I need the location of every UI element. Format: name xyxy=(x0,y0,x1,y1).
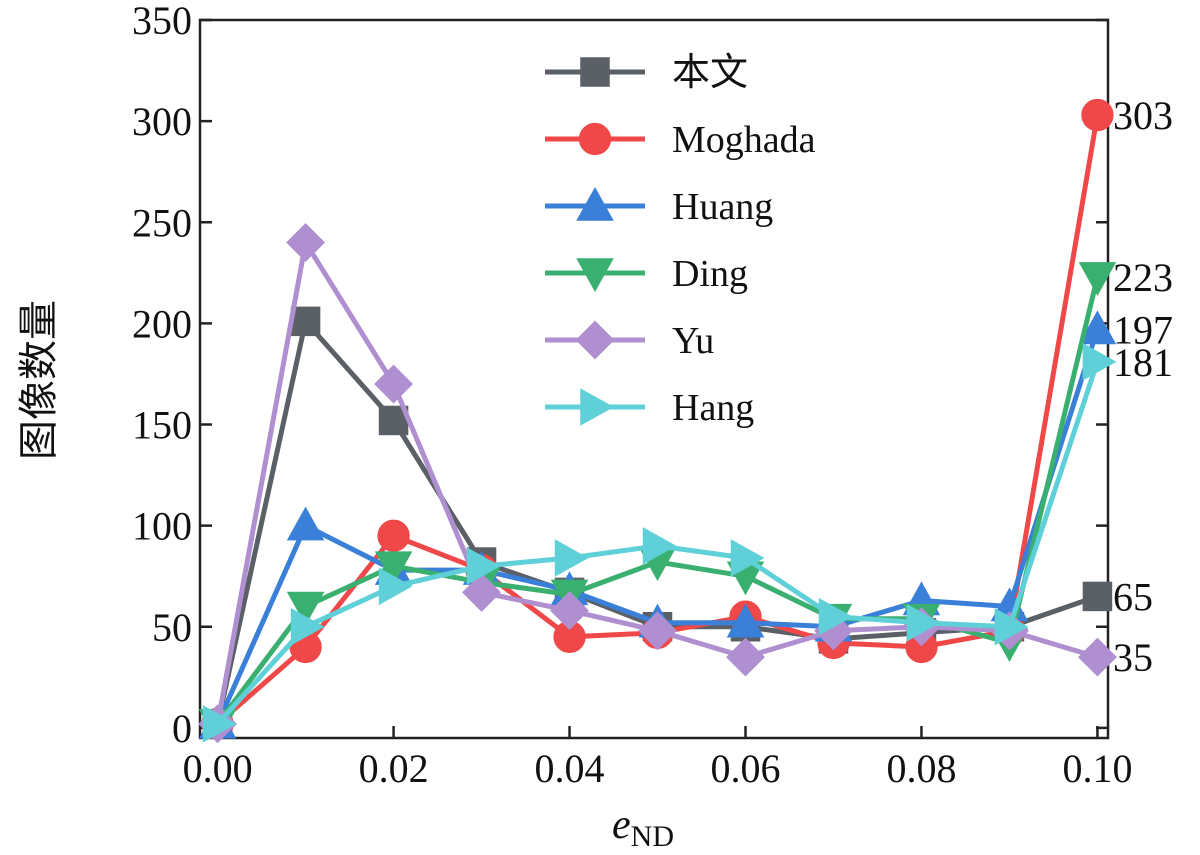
data-point xyxy=(638,611,677,651)
data-point xyxy=(994,607,1029,646)
data-point xyxy=(1082,343,1117,381)
y-tick-label: 200 xyxy=(132,301,192,346)
legend-marker xyxy=(576,258,614,293)
data-point xyxy=(374,551,413,586)
data-point xyxy=(286,591,325,626)
data-point xyxy=(1078,310,1117,345)
series-line xyxy=(215,240,1099,725)
x-tick-label: 0.04 xyxy=(535,746,605,791)
legend-marker xyxy=(580,57,610,87)
x-axis-label-main: e xyxy=(612,802,631,848)
legend-marker xyxy=(580,388,615,426)
data-point xyxy=(726,637,765,677)
legend-label: Ding xyxy=(672,253,748,295)
y-tick-label: 350 xyxy=(132,0,192,43)
legend-marker xyxy=(575,320,615,360)
y-tick-label: 250 xyxy=(132,200,192,245)
x-axis-label: eND xyxy=(612,802,674,853)
legend-entry: Huang xyxy=(545,186,773,228)
series-line xyxy=(215,276,1100,726)
data-point xyxy=(1082,581,1113,612)
data-point xyxy=(377,519,410,552)
data-point xyxy=(374,364,414,404)
data-point xyxy=(642,527,677,565)
y-tick-label: 150 xyxy=(132,403,192,448)
end-value-label: 197 xyxy=(1113,307,1173,352)
data-point xyxy=(730,539,765,577)
series-layer xyxy=(198,98,1117,744)
data-point xyxy=(462,572,501,612)
data-point xyxy=(290,306,321,337)
series-3 xyxy=(198,262,1117,743)
x-tick-label: 0.06 xyxy=(711,746,781,791)
series-4 xyxy=(198,223,1117,744)
legend-entry: 本文 xyxy=(545,52,748,94)
end-value-label: 223 xyxy=(1113,255,1173,300)
series-0 xyxy=(202,306,1113,739)
x-tick-label: 0.10 xyxy=(1062,746,1132,791)
data-point xyxy=(818,597,853,636)
data-point xyxy=(202,705,237,743)
data-point xyxy=(554,539,589,577)
y-tick-label: 100 xyxy=(132,504,192,549)
series-line xyxy=(215,328,1100,725)
end-value-label: 65 xyxy=(1113,574,1153,619)
data-point xyxy=(550,591,589,631)
legend-entry: Moghada xyxy=(545,119,816,161)
legend-label: Hang xyxy=(672,387,754,429)
data-point xyxy=(1081,98,1114,132)
legend-label: Moghada xyxy=(672,119,816,161)
data-point xyxy=(726,603,765,638)
x-tick-label: 0.02 xyxy=(359,746,429,791)
legend-label: 本文 xyxy=(672,52,748,94)
data-point xyxy=(378,567,413,606)
data-point xyxy=(1078,637,1117,677)
x-axis-label-sub: ND xyxy=(631,820,674,853)
y-tick-label: 300 xyxy=(132,99,192,144)
axis-ticks: 0 50 100 150 200 250 300 350 0.00 0.02 0.04 0.06 0.0… xyxy=(132,0,1132,791)
end-value-label: 303 xyxy=(1113,93,1173,138)
legend-label: Huang xyxy=(672,186,773,228)
legend: 本文 Moghada Huang Ding Yu Hang xyxy=(545,52,816,429)
series-5 xyxy=(202,343,1117,743)
legend-entry: Ding xyxy=(545,253,748,295)
legend-entry: Yu xyxy=(545,320,714,362)
data-point xyxy=(290,607,325,646)
data-point xyxy=(286,223,326,262)
legend-marker xyxy=(578,122,612,156)
x-tick-label: 0.08 xyxy=(886,746,956,791)
data-point xyxy=(466,547,501,585)
end-value-label: 181 xyxy=(1113,340,1173,385)
end-value-label: 35 xyxy=(1113,635,1153,680)
legend-entry: Hang xyxy=(545,387,754,429)
y-tick-label: 50 xyxy=(152,605,192,650)
y-axis-label: 图像数量 xyxy=(16,300,62,460)
x-tick-label: 0.00 xyxy=(183,746,253,791)
data-point xyxy=(286,506,325,541)
legend-marker xyxy=(576,186,614,221)
y-tick-label: 0 xyxy=(172,706,192,751)
series-line xyxy=(215,318,1099,725)
data-point xyxy=(906,603,941,642)
series-2 xyxy=(198,310,1117,739)
plot-frame xyxy=(198,18,1110,740)
legend-label: Yu xyxy=(672,320,714,362)
data-point xyxy=(1078,262,1117,296)
